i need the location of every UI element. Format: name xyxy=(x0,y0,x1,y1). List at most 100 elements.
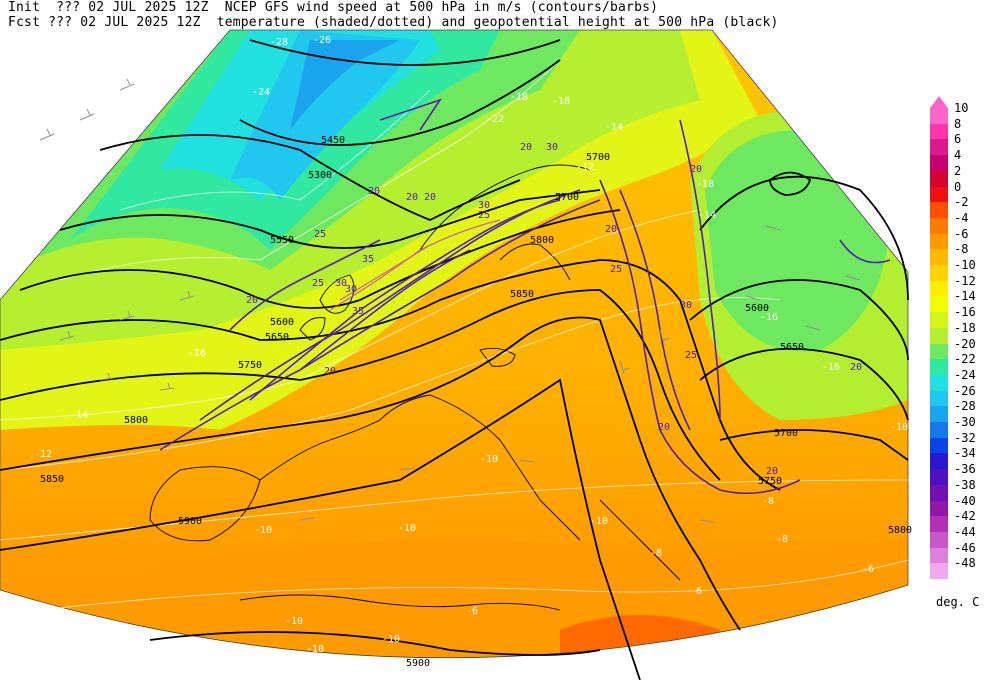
map-labels: 5450 5300 5550 5600 5650 5700 5750 5800 … xyxy=(34,35,912,669)
colorbar-tick-label: -34 xyxy=(954,446,976,461)
wind-label: 35 xyxy=(352,306,364,317)
coastlines xyxy=(149,164,681,611)
temperature-label: -10 xyxy=(398,523,416,534)
colorbar-swatch xyxy=(930,563,948,580)
colorbar-tick-label: 10 xyxy=(954,101,969,115)
colorbar-tick-label: -16 xyxy=(954,305,976,320)
temperature-label: -18 xyxy=(696,179,714,190)
colorbar-tick-label: -22 xyxy=(954,352,976,367)
colorbar-tick-label: -12 xyxy=(954,273,976,288)
colorbar-tick-label: 2 xyxy=(954,163,962,178)
wind-label: 25 xyxy=(478,210,490,221)
wind-label: 30 xyxy=(680,300,692,311)
wind-label: 25 xyxy=(610,264,622,275)
temperature-label: -8 xyxy=(650,548,662,559)
wind-label: 25 xyxy=(312,278,324,289)
map-boundary xyxy=(0,29,909,659)
temperature-label: -10 xyxy=(285,616,303,627)
temperature-colorbar: 10 8 6 4 2 0 -2 -4 -6 -8 -10 -12 -14 -16 -18 -20 -22 -24-… xyxy=(930,96,1000,596)
colorbar-swatch xyxy=(930,139,948,156)
colorbar-swatch xyxy=(930,312,948,329)
colorbar-swatch xyxy=(930,453,948,470)
colorbar-tick-label: 8 xyxy=(954,116,962,131)
colorbar-tick-label: -42 xyxy=(954,509,976,524)
height-label: 5700 xyxy=(586,152,610,163)
wind-label: 20 xyxy=(406,192,418,203)
colorbar-tick-label: -48 xyxy=(954,556,976,571)
colorbar-tick-label: 0 xyxy=(954,179,962,194)
wind-label: 20 xyxy=(850,362,862,373)
temperature-label: -10 xyxy=(590,516,608,527)
colorbar-swatch xyxy=(930,186,948,203)
temperature-label: -8 xyxy=(776,534,788,545)
colorbar-swatch xyxy=(930,531,948,549)
height-label: 5700 xyxy=(774,428,798,439)
wind-label: 20 xyxy=(766,466,778,477)
colorbar-tick-label: -4 xyxy=(954,210,969,225)
height-label: 5650 xyxy=(265,332,289,343)
colorbar-swatch xyxy=(930,437,948,454)
temperature-label: -24 xyxy=(252,87,270,98)
temperature-label: -16 xyxy=(188,348,206,359)
colorbar-tick-label: -20 xyxy=(954,336,976,351)
colorbar-tick-label: -10 xyxy=(954,258,976,272)
colorbar-swatch xyxy=(930,343,948,360)
colorbar-swatch xyxy=(930,390,948,407)
temperature-label: -12 xyxy=(34,449,52,460)
colorbar-tick-label: -14 xyxy=(954,289,976,304)
colorbar-tick-label: -46 xyxy=(954,540,976,555)
height-label: 5750 xyxy=(758,476,782,487)
wind-label: 20 xyxy=(605,224,617,235)
colorbar-swatch xyxy=(930,265,948,282)
colorbar-swatch xyxy=(930,108,948,125)
colorbar-arrow xyxy=(930,96,948,108)
height-label: 5800 xyxy=(530,235,554,246)
colorbar-swatch xyxy=(930,516,948,533)
colorbar-swatch xyxy=(930,327,948,344)
temperature-label: -10 xyxy=(480,454,498,465)
colorbar-tick-label: -6 xyxy=(954,226,969,241)
colorbar-tick-label: 6 xyxy=(954,132,962,147)
header-forecast-line: Fcst ??? 02 JUL 2025 12Z temperature (sh… xyxy=(8,15,779,30)
height-label: 5650 xyxy=(780,342,804,353)
height-label: 5600 xyxy=(745,303,769,314)
temperature-label: -6 xyxy=(690,586,702,597)
wind-label: 25 xyxy=(314,229,326,240)
header-init-line: Init ??? 02 JUL 2025 12Z NCEP GFS wind s… xyxy=(8,0,659,15)
temperature-label: -18 xyxy=(510,92,528,103)
height-label: 5800 xyxy=(124,415,148,426)
temperature-label: -14 xyxy=(698,210,716,221)
colorbar-tick-label: -36 xyxy=(954,462,976,477)
temperature-label: -8 xyxy=(762,496,774,507)
temperature-label: -16 xyxy=(822,362,840,373)
wind-label: 30 xyxy=(335,278,347,289)
colorbar-swatch xyxy=(930,469,948,486)
wind-label: 20 xyxy=(424,192,436,203)
colorbar-tick-label: -26 xyxy=(954,383,976,398)
colorbar-tick-label: -8 xyxy=(954,242,969,257)
colorbar-swatch xyxy=(930,547,948,564)
temperature-label: -14 xyxy=(605,122,623,133)
temperature-label: -10 xyxy=(382,634,400,645)
colorbar-swatch xyxy=(930,170,948,187)
wind-label: 25 xyxy=(685,350,697,361)
wind-label: 20 xyxy=(368,186,380,197)
colorbar-tick-label: -38 xyxy=(954,477,976,492)
height-label: 5750 xyxy=(238,360,262,371)
colorbar-tick-label: -2 xyxy=(954,195,969,210)
colorbar-swatch xyxy=(930,296,948,313)
wind-label: 20 xyxy=(520,142,532,153)
temperature-label: -6 xyxy=(466,606,478,617)
colorbar-tick-label: -18 xyxy=(954,320,976,335)
colorbar-swatch xyxy=(930,406,948,423)
colorbar-swatch xyxy=(930,359,948,376)
colorbar-swatch xyxy=(930,123,948,140)
temperature-label: -26 xyxy=(313,35,331,46)
colorbar-swatch xyxy=(930,233,948,250)
colorbar-swatch xyxy=(930,217,948,235)
temperature-label: -16 xyxy=(760,312,778,323)
colorbar-swatch xyxy=(930,422,948,439)
colorbar-swatch xyxy=(930,202,948,219)
colorbar-swatch xyxy=(930,484,948,501)
